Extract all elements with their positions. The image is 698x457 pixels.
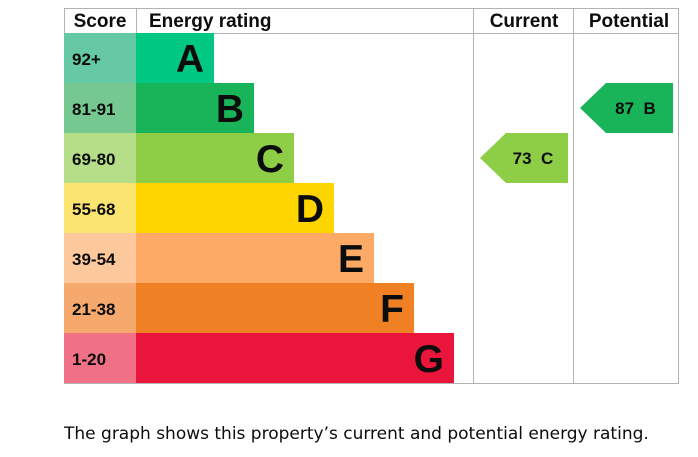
chart-caption: The graph shows this property’s current …: [64, 424, 649, 444]
potential-column-header: Potential: [589, 11, 669, 32]
energy-rating-chart: 92+ A81-91 B69-80 C55-68 D39-54 E21-38 F1-20 G …: [64, 8, 679, 384]
band-letter-a: A: [176, 38, 204, 81]
band-letter-g: G: [414, 338, 444, 381]
score-column-header: Score: [74, 11, 127, 32]
score-cell-f: [64, 283, 136, 333]
energy-rating-column-header: Energy rating: [149, 11, 271, 32]
current-column-header: Current: [490, 11, 559, 32]
band-bar-d: [136, 183, 334, 233]
potential-rating-arrow: [580, 83, 673, 133]
band-letter-b: B: [216, 88, 244, 131]
band-bar-f: [136, 283, 414, 333]
current-rating-label: 73 C: [513, 149, 554, 168]
score-range-b: 81-91: [72, 100, 115, 119]
score-range-f: 21-38: [72, 300, 115, 319]
score-cell-a: [64, 33, 136, 83]
band-letter-d: D: [296, 188, 324, 231]
score-cell-e: [64, 233, 136, 283]
score-range-d: 55-68: [72, 200, 115, 219]
score-range-e: 39-54: [72, 250, 116, 269]
score-cell-d: [64, 183, 136, 233]
potential-rating-label: 87 B: [615, 99, 656, 118]
score-range-g: 1-20: [72, 350, 106, 369]
band-letter-f: F: [380, 288, 404, 331]
score-cell-c: [64, 133, 136, 183]
band-bar-c: [136, 133, 294, 183]
score-cell-g: [64, 333, 136, 383]
rating-bands: 92+ A 81-91 B 69-80 C 55-68 D 39-54 E 21-38 F 1-20 G: [64, 33, 454, 383]
score-range-a: 92+: [72, 50, 101, 69]
band-bar-e: [136, 233, 374, 283]
rating-markers: 73 C 87 B: [480, 83, 673, 183]
score-range-c: 69-80: [72, 150, 115, 169]
band-letter-e: E: [338, 238, 364, 281]
band-bar-a: [136, 33, 214, 83]
band-letter-c: C: [256, 138, 284, 181]
current-rating-arrow: [480, 133, 568, 183]
table-header: Score Energy rating Current Potential: [74, 11, 670, 32]
band-bar-g: [136, 333, 454, 383]
band-bar-b: [136, 83, 254, 133]
score-cell-b: [64, 83, 136, 133]
